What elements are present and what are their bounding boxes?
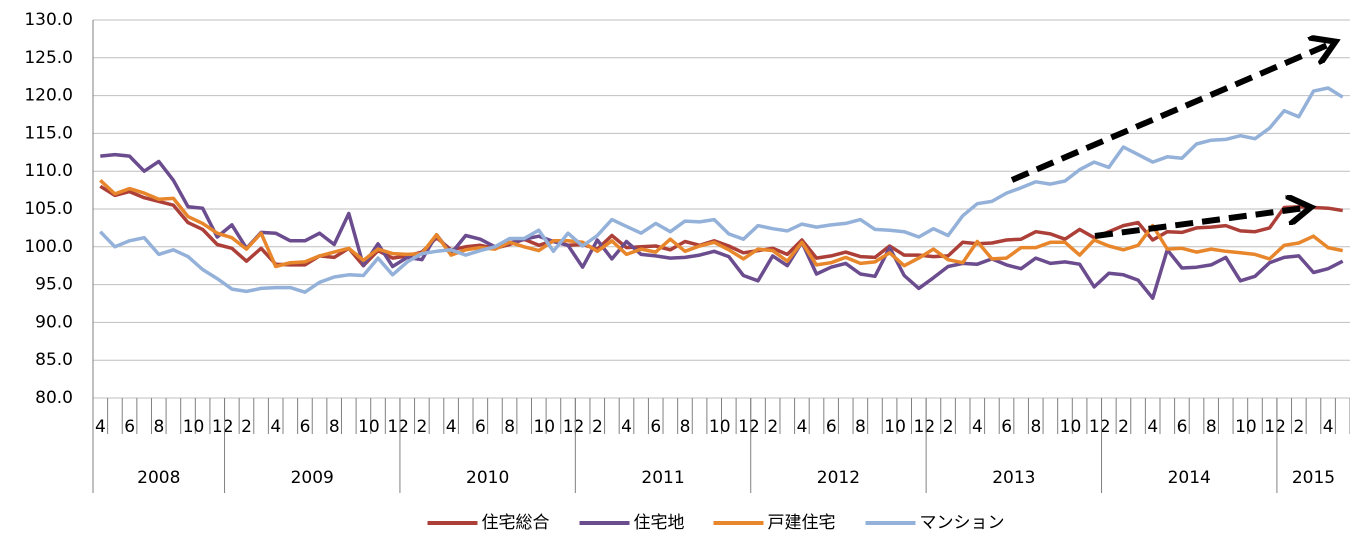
x-tick-label: 2 [767,417,778,437]
x-group-label: 2015 [1292,468,1335,488]
x-tick-label: 12 [212,417,234,437]
y-tick-label: 115.0 [24,123,73,143]
x-tick-label: 4 [1147,417,1158,437]
y-tick-label: 130.0 [24,10,73,30]
x-tick-label: 10 [1060,417,1082,437]
x-tick-label: 6 [1001,417,1012,437]
x-tick-label: 10 [533,417,555,437]
x-tick-label: 4 [621,417,632,437]
x-tick-label: 6 [1177,417,1188,437]
legend-label: マンション [920,513,1005,533]
x-tick-label: 12 [914,417,936,437]
x-tick-label: 6 [300,417,311,437]
y-tick-label: 100.0 [24,237,73,257]
y-tick-label: 90.0 [35,312,73,332]
x-tick-label: 2 [592,417,603,437]
x-tick-label: 10 [1235,417,1257,437]
x-tick-label: 8 [1030,417,1041,437]
x-tick-label: 8 [329,417,340,437]
x-tick-label: 2 [943,417,954,437]
x-group-label: 2010 [466,468,509,488]
x-group-label: 2011 [641,468,684,488]
x-group-label: 2013 [992,468,1035,488]
y-tick-label: 110.0 [24,161,73,181]
x-tick-label: 6 [475,417,486,437]
x-group-label: 2009 [291,468,334,488]
x-tick-label: 2 [1118,417,1129,437]
y-tick-label: 95.0 [35,275,73,295]
series-line [99,179,1344,269]
x-tick-label: 2 [417,417,428,437]
x-tick-label: 6 [650,417,661,437]
x-tick-label: 12 [1264,417,1286,437]
x-tick-label: 4 [1323,417,1334,437]
x-tick-label: 6 [124,417,135,437]
series-line [100,152,1344,300]
x-tick-label: 10 [183,417,205,437]
x-tick-label: 4 [797,417,808,437]
x-tick-label: 12 [1089,417,1111,437]
x-tick-label: 4 [270,417,281,437]
x-tick-label: 12 [738,417,760,437]
x-group-label: 2008 [137,468,180,488]
x-group-label: 2014 [1168,468,1211,488]
y-tick-label: 105.0 [24,199,73,219]
y-tick-label: 80.0 [35,388,73,408]
x-tick-label: 12 [387,417,409,437]
trend-arrow [1010,44,1330,183]
x-tick-label: 4 [972,417,983,437]
x-group-label: 2012 [817,468,860,488]
series-line [99,86,1344,294]
x-tick-label: 10 [709,417,731,437]
legend-label: 戸建住宅 [768,513,836,533]
x-tick-label: 6 [826,417,837,437]
x-tick-label: 10 [358,417,380,437]
x-tick-label: 10 [884,417,906,437]
x-tick-label: 2 [241,417,252,437]
x-tick-label: 4 [446,417,457,437]
legend-label: 住宅地 [634,513,685,533]
x-tick-label: 4 [95,417,106,437]
x-tick-label: 8 [680,417,691,437]
y-tick-label: 85.0 [35,350,73,370]
trend-arrow [1094,208,1305,239]
x-tick-label: 2 [1294,417,1305,437]
trend-arrows [1010,44,1330,239]
x-tick-label: 8 [1206,417,1217,437]
series-line [99,184,1343,268]
y-tick-label: 125.0 [24,48,73,68]
x-tick-label: 8 [855,417,866,437]
x-tick-label: 8 [153,417,164,437]
x-tick-label: 12 [563,417,585,437]
y-tick-label: 120.0 [24,86,73,106]
legend-label: 住宅総合 [482,513,550,533]
x-tick-label: 8 [504,417,515,437]
